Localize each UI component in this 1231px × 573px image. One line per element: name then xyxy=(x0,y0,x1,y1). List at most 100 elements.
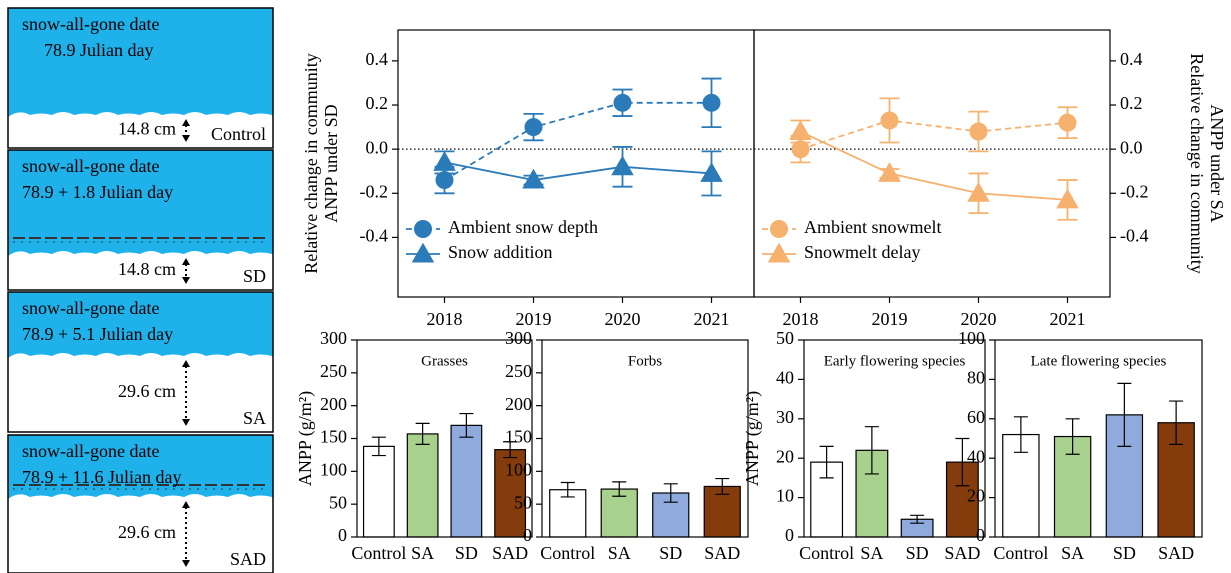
series-line xyxy=(445,103,712,180)
y-tick-label: 250 xyxy=(320,361,347,381)
x-tick-label: 2020 xyxy=(961,309,997,329)
treatment-label: SAD xyxy=(230,549,266,569)
y-axis-label: Relative change in community xyxy=(301,53,321,273)
triangle-marker xyxy=(878,162,901,182)
x-tick-label: 2018 xyxy=(783,309,819,329)
panel-title: Forbs xyxy=(628,353,662,369)
scenario-panel: snow-all-gone date78.9 + 1.8 Julian day1… xyxy=(8,150,294,290)
y-tick-label: 150 xyxy=(505,427,532,447)
y-axis-label: ANPP under SA xyxy=(1207,104,1227,222)
x-tick-label: SD xyxy=(1113,543,1136,563)
panel-title: Late flowering species xyxy=(1031,353,1167,369)
y-tick-label: 0.2 xyxy=(1120,93,1143,113)
y-axis-label: ANPP (g/m²) xyxy=(295,391,316,486)
y-tick-label: 0 xyxy=(785,525,794,545)
y-tick-label: 200 xyxy=(320,394,347,414)
x-tick-label: 2018 xyxy=(427,309,463,329)
scenario-date: 78.9 + 11.6 Julian day xyxy=(22,467,181,487)
y-tick-label: 50 xyxy=(329,492,347,512)
legend-label: Ambient snow depth xyxy=(448,217,598,237)
series-line xyxy=(801,132,1068,200)
triangle-marker xyxy=(611,156,634,176)
circle-marker xyxy=(614,94,632,112)
triangle-marker xyxy=(789,120,812,140)
y-tick-label: 250 xyxy=(505,361,532,381)
y-tick-label: 10 xyxy=(776,486,794,506)
legend-label: Ambient snowmelt xyxy=(804,217,942,237)
y-tick-label: 300 xyxy=(320,328,347,348)
x-tick-label: SAD xyxy=(704,543,740,563)
legend-label: Snow addition xyxy=(448,242,553,262)
scenario-panel: snow-all-gone date 78.9 + 11.6 Julian day… xyxy=(8,435,294,573)
y-tick-label: 100 xyxy=(958,328,985,348)
y-tick-label: 0.4 xyxy=(366,49,389,69)
snow-depth: 14.8 cm xyxy=(118,119,176,139)
scenario-panel: snow-all-gone date 78.9 + 5.1 Julian day 2… xyxy=(8,292,294,432)
y-tick-label: 20 xyxy=(967,486,985,506)
x-tick-label: 2021 xyxy=(1050,309,1086,329)
panel-title: Early flowering species xyxy=(824,353,966,369)
x-tick-label: 2021 xyxy=(694,309,730,329)
triangle-marker xyxy=(433,151,456,171)
circle-marker xyxy=(525,118,543,136)
x-tick-label: SD xyxy=(659,543,682,563)
y-tick-label: 30 xyxy=(776,407,794,427)
series-line xyxy=(445,162,712,180)
treatment-label: SA xyxy=(243,408,266,428)
y-tick-label: 150 xyxy=(320,427,347,447)
y-tick-label: 20 xyxy=(776,446,794,466)
legend-label: Snowmelt delay xyxy=(804,242,920,262)
x-tick-label: SD xyxy=(455,543,478,563)
y-tick-label: 50 xyxy=(514,492,532,512)
figure: snow-all-gone date 78.9 Julian day 14.8 cm… xyxy=(0,0,1231,573)
x-tick-label: Control xyxy=(540,543,595,563)
snow-depth: 29.6 cm xyxy=(118,522,176,542)
y-tick-label: 40 xyxy=(967,446,985,466)
triangle-marker xyxy=(412,243,435,263)
circle-marker xyxy=(1059,114,1077,132)
x-tick-label: Control xyxy=(799,543,854,563)
y-tick-label: 0.0 xyxy=(366,137,389,157)
x-tick-label: SD xyxy=(906,543,929,563)
y-tick-label: 100 xyxy=(320,459,347,479)
triangle-marker xyxy=(768,243,791,263)
bar xyxy=(364,446,395,537)
y-tick-label: 0 xyxy=(338,525,347,545)
x-tick-label: SA xyxy=(411,543,434,563)
scenario-heading: snow-all-gone date xyxy=(22,441,159,461)
y-tick-label: 60 xyxy=(967,407,985,427)
y-axis-label: Relative change in community xyxy=(1187,53,1207,273)
x-tick-label: 2020 xyxy=(605,309,641,329)
scenario-date: 78.9 + 5.1 Julian day xyxy=(22,324,173,344)
bar xyxy=(451,425,482,537)
scenario-heading: snow-all-gone date xyxy=(22,298,159,318)
scenario-panel: snow-all-gone date 78.9 Julian day 14.8 cm… xyxy=(8,8,294,148)
y-tick-label: 0.4 xyxy=(1120,49,1143,69)
x-tick-label: SAD xyxy=(944,543,980,563)
x-tick-label: 2019 xyxy=(872,309,908,329)
circle-marker xyxy=(414,220,432,238)
y-tick-label: 40 xyxy=(776,368,794,388)
snow-depth: 29.6 cm xyxy=(118,381,176,401)
y-tick-label: 0.0 xyxy=(1120,137,1143,157)
x-tick-label: SAD xyxy=(1158,543,1194,563)
circle-marker xyxy=(703,94,721,112)
x-tick-label: 2019 xyxy=(516,309,552,329)
y-tick-label: 300 xyxy=(505,328,532,348)
y-tick-label: 200 xyxy=(505,394,532,414)
y-tick-label: 50 xyxy=(776,328,794,348)
y-tick-label: 0.2 xyxy=(366,93,389,113)
y-axis-label: ANPP under SD xyxy=(321,104,341,222)
treatment-label: SD xyxy=(243,266,266,286)
x-tick-label: Control xyxy=(993,543,1048,563)
scenario-heading: snow-all-gone date xyxy=(22,156,159,176)
series-line xyxy=(801,120,1068,149)
scenario-heading: snow-all-gone date xyxy=(22,14,159,34)
bar xyxy=(407,434,438,537)
x-tick-label: SA xyxy=(608,543,631,563)
scenario-date: 78.9 Julian day xyxy=(44,40,154,60)
y-tick-label: -0.4 xyxy=(360,226,389,246)
x-tick-label: SA xyxy=(1061,543,1084,563)
circle-marker xyxy=(881,111,899,129)
circle-marker xyxy=(970,123,988,141)
